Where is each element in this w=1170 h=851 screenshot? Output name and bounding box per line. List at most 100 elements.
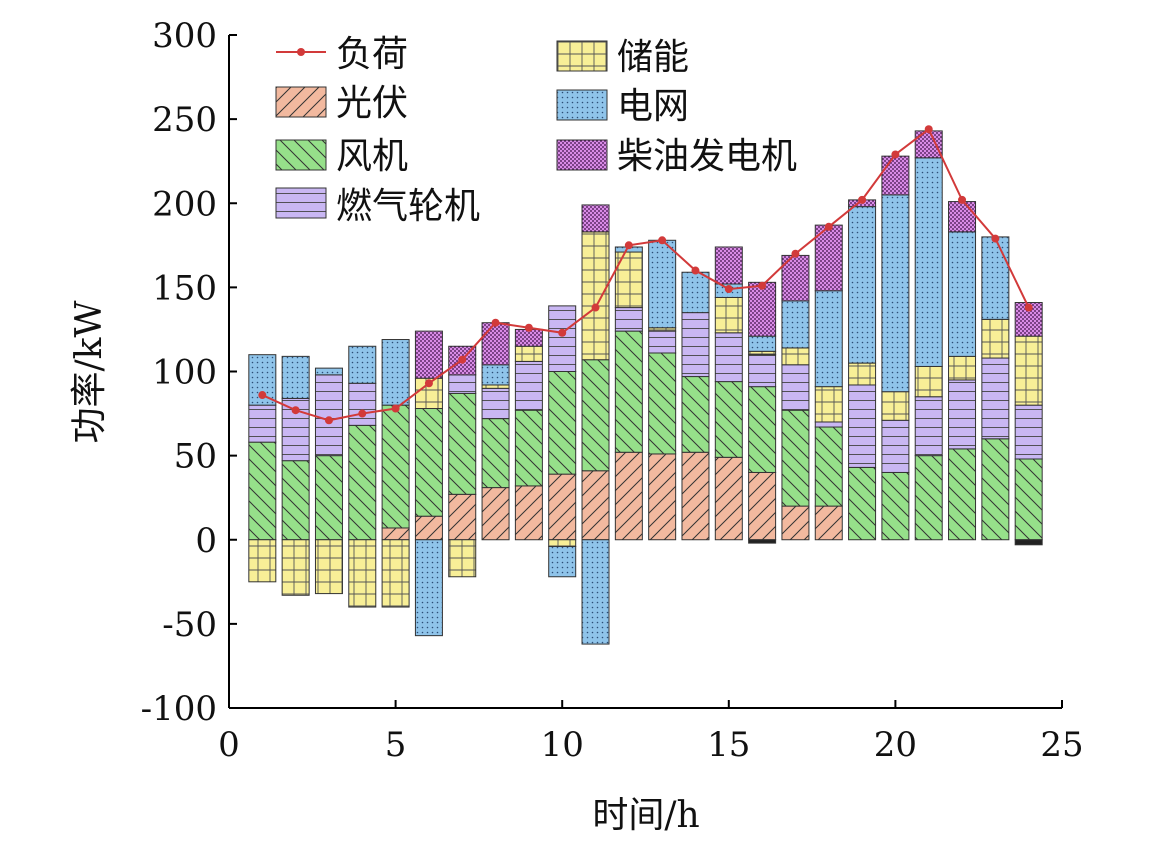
y-tick-label: 50 <box>174 437 217 477</box>
bar-storage-7 <box>448 539 477 578</box>
bar-wind-8 <box>481 418 510 489</box>
y-ticks: -100 -50 0 50 100 150 200 250 300 <box>141 16 237 729</box>
bar-pv-18 <box>814 505 843 541</box>
load-point-2 <box>291 406 300 415</box>
bar-storage-13 <box>648 327 677 332</box>
load-point-4 <box>358 409 367 418</box>
bar-grid-22 <box>948 231 977 357</box>
bar-grid-17 <box>781 300 810 349</box>
bar-wind-14 <box>681 376 710 453</box>
bar-grid-16 <box>748 335 777 352</box>
x-tick-label: 10 <box>541 725 584 765</box>
bar-grid-8 <box>481 364 510 386</box>
x-tick-label: 25 <box>1040 725 1083 765</box>
bar-wind-11 <box>581 359 610 472</box>
legend-label-load: 负荷 <box>336 34 408 75</box>
load-point-8 <box>491 318 500 327</box>
bar-wind-18 <box>814 426 843 507</box>
legend-item-grid: 电网 <box>556 86 689 127</box>
bar-storage-20 <box>881 391 910 421</box>
bar-gas-23 <box>981 357 1010 440</box>
bar-grid-20 <box>881 194 910 393</box>
bar-wind-9 <box>514 409 543 487</box>
bar-wind-23 <box>981 438 1010 541</box>
bar-grid-14 <box>681 271 710 314</box>
bar-storage-5 <box>381 539 410 608</box>
bar-wind-16 <box>748 386 777 473</box>
bar-negative-sliver-16 <box>748 539 777 544</box>
bar-storage-18 <box>814 386 843 423</box>
bar-gas-16 <box>748 354 777 388</box>
bar-gas-13 <box>648 330 677 354</box>
legend-label-wind: 风机 <box>336 136 408 177</box>
bar-grid-11 <box>581 539 610 645</box>
bar-storage-24 <box>1014 335 1043 406</box>
legend-label-diesel: 柴油发电机 <box>617 136 797 177</box>
bar-grid-5 <box>381 339 410 406</box>
load-point-23 <box>991 234 1000 243</box>
load-point-12 <box>624 241 633 250</box>
load-line <box>261 127 1030 422</box>
bar-pv-17 <box>781 505 810 541</box>
bar-wind-5 <box>381 404 410 529</box>
bar-grid-2 <box>281 355 310 399</box>
load-point-1 <box>258 391 267 400</box>
bar-storage-17 <box>781 347 810 366</box>
bar-negative-sliver-24 <box>1014 539 1043 546</box>
bar-gas-15 <box>714 332 743 383</box>
bar-diesel-15 <box>714 246 743 285</box>
legend-label-grid: 电网 <box>617 86 689 127</box>
bar-grid-10 <box>548 545 577 578</box>
legend-label-storage: 储能 <box>617 37 689 78</box>
bar-gas-8 <box>481 387 510 420</box>
bar-wind-13 <box>648 352 677 455</box>
bar-pv-10 <box>548 473 577 541</box>
bar-grid-3 <box>314 367 343 376</box>
bar-gas-9 <box>514 360 543 411</box>
bar-storage-15 <box>714 296 743 334</box>
bar-grid-21 <box>914 157 943 367</box>
load-point-9 <box>524 323 533 332</box>
bar-storage-9 <box>514 345 543 362</box>
load-point-18 <box>824 222 833 231</box>
legend-item-load: 负荷 <box>276 34 408 75</box>
bar-storage-21 <box>914 365 943 398</box>
load-point-16 <box>758 281 767 290</box>
bar-pv-5 <box>381 527 410 541</box>
bar-grid-13 <box>648 239 677 329</box>
y-tick-label: 150 <box>152 268 217 308</box>
bar-wind-17 <box>781 409 810 507</box>
x-tick-label: 0 <box>218 725 240 765</box>
load-point-22 <box>958 195 967 204</box>
load-point-3 <box>324 416 333 425</box>
bar-storage-10 <box>548 539 577 547</box>
bar-grid-6 <box>414 539 443 637</box>
legend-label-pv: 光伏 <box>336 83 408 124</box>
bar-storage-19 <box>848 362 877 386</box>
bar-storage-22 <box>948 355 977 381</box>
load-point-10 <box>558 328 567 337</box>
load-point-6 <box>424 379 433 388</box>
y-tick-label: 250 <box>152 100 217 140</box>
bar-gas-22 <box>948 379 977 450</box>
y-tick-label: -100 <box>141 689 217 729</box>
bar-storage-8 <box>481 384 510 389</box>
bar-diesel-16 <box>748 281 777 337</box>
bar-gas-3 <box>314 374 343 457</box>
bar-grid-18 <box>814 290 843 388</box>
bar-storage-12 <box>614 251 643 309</box>
legend-item-gas: 燃气轮机 <box>275 186 480 227</box>
bar-gas-12 <box>614 307 643 332</box>
bar-gas-14 <box>681 312 710 378</box>
bar-storage-2 <box>281 539 310 596</box>
bar-pv-7 <box>448 493 477 541</box>
bar-wind-2 <box>281 460 310 541</box>
bar-gas-20 <box>881 419 910 473</box>
bar-wind-12 <box>614 330 643 453</box>
legend-item-wind: 风机 <box>275 136 408 177</box>
load-line-layer <box>258 125 1033 425</box>
bar-wind-24 <box>1014 458 1043 541</box>
bar-diesel-18 <box>814 224 843 292</box>
bar-storage-1 <box>248 539 277 583</box>
